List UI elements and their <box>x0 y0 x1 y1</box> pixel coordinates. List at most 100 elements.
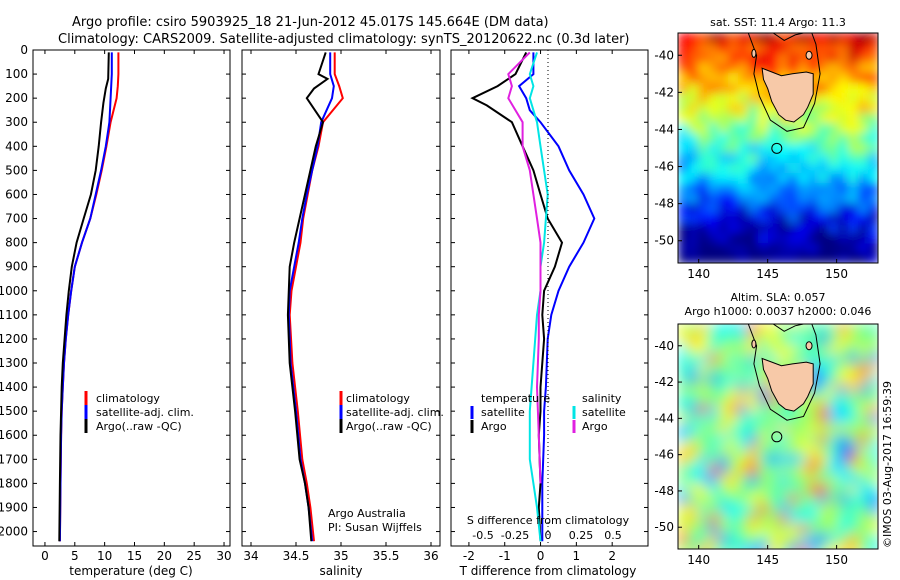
map-cell <box>808 534 819 545</box>
map-cell <box>708 53 719 64</box>
map-cell <box>738 63 749 74</box>
map-cell <box>788 454 799 465</box>
map-cell <box>758 123 769 134</box>
map-cell <box>848 203 859 214</box>
y-tick-label: 600 <box>5 187 28 201</box>
map-cell <box>818 544 829 549</box>
map-cell <box>828 374 839 385</box>
map-cell <box>768 153 779 164</box>
map-cell <box>698 83 709 94</box>
map-cell <box>798 173 809 184</box>
map-cell <box>788 324 799 335</box>
map-cell <box>848 53 859 64</box>
map-cell <box>678 113 689 124</box>
map-cell <box>698 43 709 54</box>
map-y-tick-label: -44 <box>654 411 674 425</box>
map-cell <box>858 53 869 64</box>
map-cell <box>858 334 869 345</box>
map-cell <box>848 384 859 395</box>
map-cell <box>848 123 859 134</box>
map-cell <box>858 384 869 395</box>
map-cell <box>768 524 779 535</box>
map-cell <box>678 424 689 435</box>
map-cell <box>848 143 859 154</box>
map-cell <box>868 424 878 435</box>
map-cell <box>768 233 779 244</box>
map-cell <box>768 253 779 263</box>
map-cell <box>698 193 709 204</box>
map-cell <box>828 444 839 455</box>
map-cell <box>678 514 689 525</box>
x-tick-label: 30 <box>216 549 231 563</box>
map-cell <box>848 153 859 164</box>
map-cell <box>768 424 779 435</box>
map-cell <box>728 203 739 214</box>
map-cell <box>768 334 779 345</box>
map-cell <box>868 464 878 475</box>
map-cell <box>768 544 779 549</box>
map-cell <box>808 143 819 154</box>
map-cell <box>748 143 759 154</box>
map-cell <box>778 33 789 44</box>
map-cell <box>768 324 779 335</box>
map-cell <box>758 474 769 485</box>
map-cell <box>848 474 859 485</box>
map-cell <box>738 163 749 174</box>
map-cell <box>808 464 819 475</box>
map-cell <box>798 504 809 515</box>
map-cell <box>768 404 779 415</box>
map-cell <box>738 193 749 204</box>
map-cell <box>808 43 819 54</box>
series-line-0 <box>288 52 344 542</box>
map-cell <box>748 233 759 244</box>
map-cell <box>788 504 799 515</box>
map-cell <box>688 113 699 124</box>
map-cell <box>708 243 719 254</box>
map-cell <box>858 484 869 495</box>
map-cell <box>698 143 709 154</box>
map-cell <box>858 133 869 144</box>
map-cell <box>718 173 729 184</box>
temperature-legend: climatology satellite-adj. clim. Argo(..… <box>84 391 194 433</box>
map-cell <box>728 454 739 465</box>
map-cell <box>798 334 809 345</box>
map-cell <box>808 454 819 465</box>
map-cell <box>748 324 759 335</box>
map-cell <box>818 53 829 64</box>
map-cell <box>778 494 789 505</box>
map-cell <box>698 374 709 385</box>
y-tick-label: 1700 <box>0 452 28 466</box>
temperature-panel: 0 5 10 15 20 25 30 010020030040050060070080090… <box>0 43 648 578</box>
series-line-1 <box>287 52 335 542</box>
map-cell <box>718 404 729 415</box>
map-cell <box>728 384 739 395</box>
map-cell <box>678 33 689 44</box>
figure-title-line1: Argo profile: csiro 5903925_18 21-Jun-20… <box>72 15 549 30</box>
map-cell <box>758 43 769 54</box>
map-cell <box>728 33 739 44</box>
map-cell <box>868 103 878 114</box>
map-cell <box>808 434 819 445</box>
map-cell <box>858 364 869 375</box>
map-cell <box>698 233 709 244</box>
map-cell <box>758 464 769 475</box>
map-cell <box>838 73 849 84</box>
map-cell <box>728 123 739 134</box>
map-cell <box>698 494 709 505</box>
map-cell <box>688 123 699 134</box>
map-cell <box>818 63 829 74</box>
map-cell <box>758 424 769 435</box>
map-cell <box>748 394 759 405</box>
map-cell <box>698 223 709 234</box>
map-cell <box>798 344 809 355</box>
map-cell <box>778 233 789 244</box>
series-line-3 <box>507 51 542 484</box>
map-cell <box>748 454 759 465</box>
legend-label-argo: Argo(..raw -QC) <box>346 420 432 433</box>
map-cell <box>828 143 839 154</box>
map-cell <box>728 414 739 425</box>
map-cell <box>798 153 809 164</box>
map-cell <box>868 113 878 124</box>
map-cell <box>728 474 739 485</box>
map-cell <box>868 193 878 204</box>
